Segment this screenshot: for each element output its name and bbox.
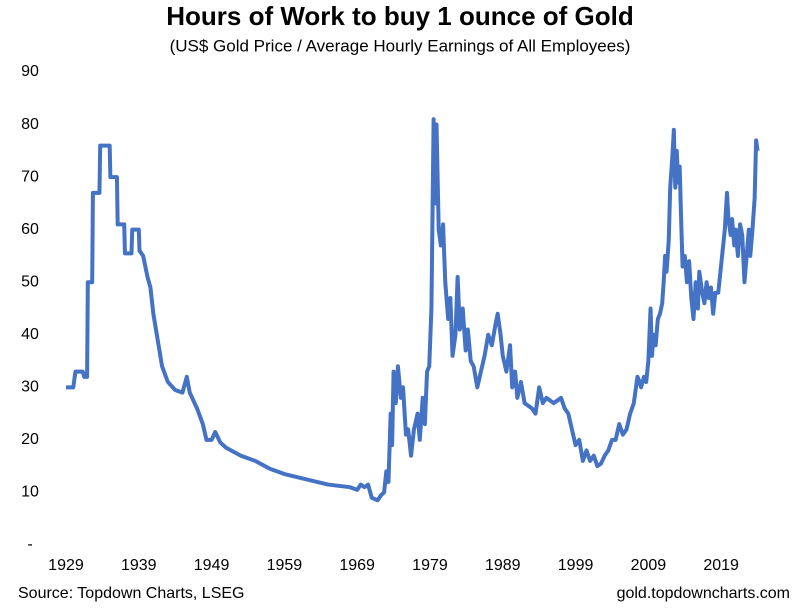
y-tick-label: 70 (21, 168, 39, 185)
y-tick-label: 50 (21, 273, 39, 290)
line-series (65, 117, 760, 503)
x-tick-label: 1949 (194, 557, 230, 574)
x-tick-label: 2009 (631, 557, 667, 574)
x-tick-label: 1979 (412, 557, 448, 574)
x-tick-label: 1929 (48, 557, 84, 574)
y-tick-label: - (27, 536, 32, 553)
x-tick-label: 1959 (267, 557, 303, 574)
y-tick-label: 40 (21, 326, 39, 343)
y-tick-label: 30 (21, 379, 39, 396)
x-tick-label: 1989 (485, 557, 521, 574)
y-tick-label: 10 (21, 484, 39, 501)
y-tick-label: 20 (21, 431, 39, 448)
x-tick-label: 1939 (121, 557, 157, 574)
website: gold.topdowncharts.com (617, 585, 790, 602)
chart-title: Hours of Work to buy 1 ounce of Gold (166, 1, 634, 31)
x-tick-label: 1969 (339, 557, 375, 574)
chart-subtitle: (US$ Gold Price / Average Hourly Earning… (170, 36, 631, 55)
y-tick-label: 60 (21, 221, 39, 238)
x-tick-label: 1999 (558, 557, 594, 574)
y-tick-label: 90 (21, 63, 39, 80)
y-tick-label: 80 (21, 116, 39, 133)
source: Source: Topdown Charts, LSEG (18, 585, 245, 602)
x-tick-label: 2019 (703, 557, 739, 574)
